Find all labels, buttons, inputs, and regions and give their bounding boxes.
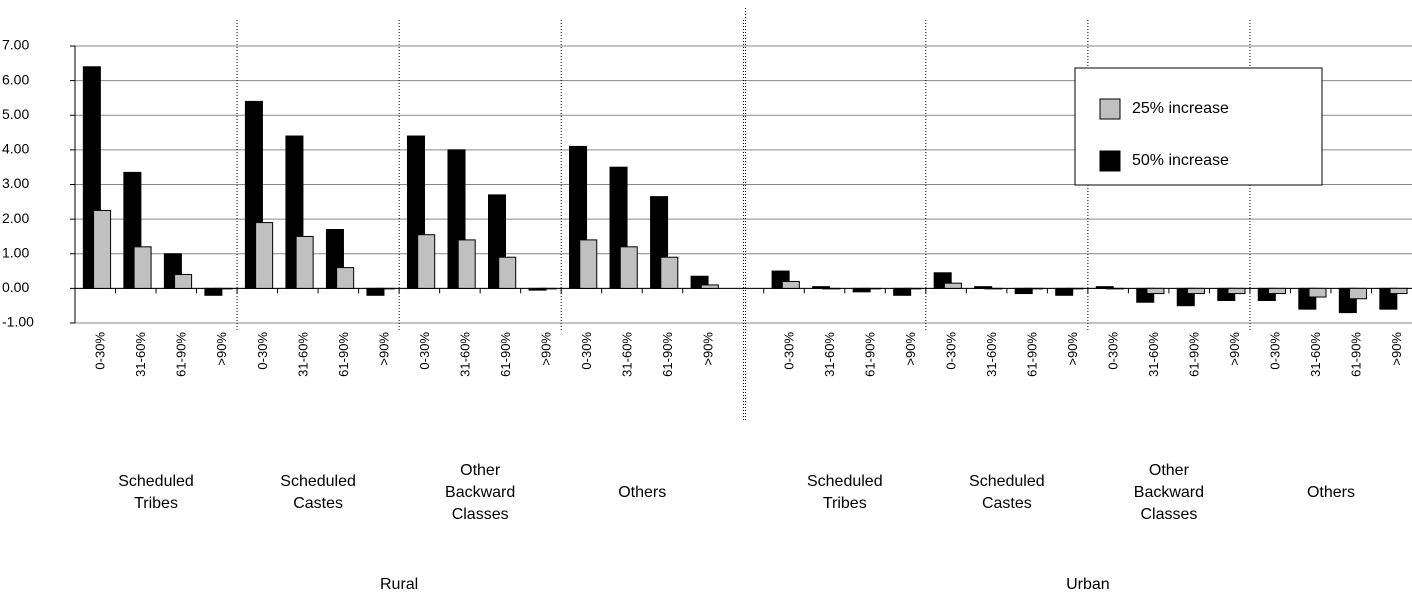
x-tick-label: 0-30% [1106,332,1121,370]
bar [1308,287,1327,298]
bar [133,246,152,289]
bar [862,287,881,290]
x-tick-label: >90% [376,332,391,366]
bar [974,286,993,289]
bar [1267,287,1287,295]
bar [893,287,912,296]
bar [538,287,557,290]
x-tick-label: 61-90% [1349,332,1364,377]
bar [376,287,395,290]
y-tick-label: 6.00 [2,71,29,87]
bar [174,274,193,289]
x-tick-label: >90% [1227,332,1242,366]
bar [1146,287,1165,295]
x-tick-label: 31-60% [133,332,148,377]
bar [1227,287,1246,295]
x-tick-label: 0-30% [255,332,270,370]
bar [366,287,385,296]
bar [1105,287,1124,290]
group-label: Scheduled Tribes [118,473,194,512]
bar [1186,287,1205,295]
bar [822,287,841,290]
y-tick-label: 1.00 [2,244,29,260]
bar [498,256,517,289]
bar [1095,286,1114,289]
x-tick-label: 61-90% [1187,332,1202,377]
x-tick-label: 31-60% [822,332,837,377]
group-label: Scheduled Tribes [807,473,883,512]
x-tick-label: 0-30% [781,332,796,370]
x-tick-label: >90% [1389,332,1404,366]
x-tick-label: 0-30% [944,332,959,370]
bar [700,284,719,289]
x-tick-label: 61-90% [336,332,351,377]
bar [903,287,922,290]
bar [781,280,800,289]
group-label: Scheduled Castes [280,473,356,512]
y-tick-label: 7.00 [2,37,29,53]
bar [1349,287,1368,300]
section-label: Urban [1066,576,1110,593]
x-tick-label: 61-90% [1025,332,1040,377]
y-tick-label: 4.00 [2,141,29,157]
x-tick-label: 0-30% [417,332,432,370]
section-label: Rural [380,576,418,593]
bar [295,235,314,289]
x-tick-label: >90% [1065,332,1080,366]
x-tick-label: >90% [214,332,229,366]
y-tick-label: 2.00 [2,210,29,226]
x-tick-label: 31-60% [457,332,472,377]
bar [214,287,233,290]
x-tick-label: 31-60% [984,332,999,377]
x-tick-label: 0-30% [579,332,594,370]
group-label: Scheduled Castes [969,473,1045,512]
x-tick-label: >90% [700,332,715,366]
bar [1389,287,1408,295]
x-tick-label: 31-60% [295,332,310,377]
y-tick-label: -1.00 [2,314,34,330]
legend-label: 50% increase [1132,152,1229,169]
y-tick-label: 0.00 [2,279,29,295]
x-tick-label: 31-60% [1146,332,1161,377]
y-tick-label: 3.00 [2,175,29,191]
bar [417,234,436,289]
bar [984,287,1003,290]
legend-swatch [1099,150,1121,172]
bar [852,287,871,293]
bar [1014,287,1033,295]
bar [1055,287,1074,296]
bar [1065,287,1084,290]
x-tick-label: 61-90% [174,332,189,377]
bar [1024,287,1043,290]
bar [255,222,274,289]
bar [93,209,112,289]
group-label: Others [1307,484,1355,501]
x-tick-label: 0-30% [93,332,108,370]
group-label: Other Backward Classes [1134,462,1204,523]
x-tick-label: >90% [538,332,553,366]
x-tick-label: 0-30% [1268,332,1283,370]
group-label: Others [618,484,666,501]
y-tick-label: 5.00 [2,106,29,122]
x-tick-label: 61-90% [498,332,513,377]
legend-label: 25% increase [1132,100,1229,117]
x-tick-label: >90% [903,332,918,366]
bar [336,267,355,289]
bar [812,286,831,289]
bar [660,256,679,289]
bar [619,246,638,289]
group-label: Other Backward Classes [445,462,515,523]
legend-swatch [1099,98,1121,120]
x-tick-label: 61-90% [862,332,877,377]
x-tick-label: 31-60% [619,332,634,377]
bar [943,282,962,289]
bar [457,239,476,289]
bar [204,287,223,296]
bar [579,239,598,289]
x-tick-label: 31-60% [1308,332,1323,377]
x-tick-label: 61-90% [660,332,675,377]
